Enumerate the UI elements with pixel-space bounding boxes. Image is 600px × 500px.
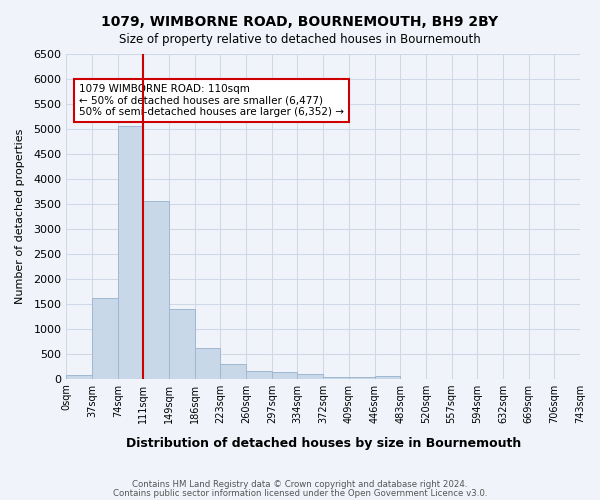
- Bar: [323, 377, 349, 379]
- Bar: [374, 376, 400, 379]
- Bar: [220, 364, 246, 379]
- Y-axis label: Number of detached properties: Number of detached properties: [15, 128, 25, 304]
- Bar: [298, 374, 323, 379]
- Bar: [169, 309, 195, 379]
- Bar: [195, 348, 220, 379]
- Bar: [143, 202, 169, 379]
- Bar: [118, 126, 143, 379]
- Text: Contains HM Land Registry data © Crown copyright and database right 2024.: Contains HM Land Registry data © Crown c…: [132, 480, 468, 489]
- Text: 1079, WIMBORNE ROAD, BOURNEMOUTH, BH9 2BY: 1079, WIMBORNE ROAD, BOURNEMOUTH, BH9 2B…: [101, 15, 499, 29]
- Text: Contains public sector information licensed under the Open Government Licence v3: Contains public sector information licen…: [113, 488, 487, 498]
- Bar: [92, 298, 118, 379]
- Text: Size of property relative to detached houses in Bournemouth: Size of property relative to detached ho…: [119, 32, 481, 46]
- Bar: [349, 378, 374, 379]
- Text: 1079 WIMBORNE ROAD: 110sqm
← 50% of detached houses are smaller (6,477)
50% of s: 1079 WIMBORNE ROAD: 110sqm ← 50% of deta…: [79, 84, 344, 117]
- X-axis label: Distribution of detached houses by size in Bournemouth: Distribution of detached houses by size …: [125, 437, 521, 450]
- Bar: [246, 371, 272, 379]
- Bar: [272, 372, 298, 379]
- Bar: [67, 375, 92, 379]
